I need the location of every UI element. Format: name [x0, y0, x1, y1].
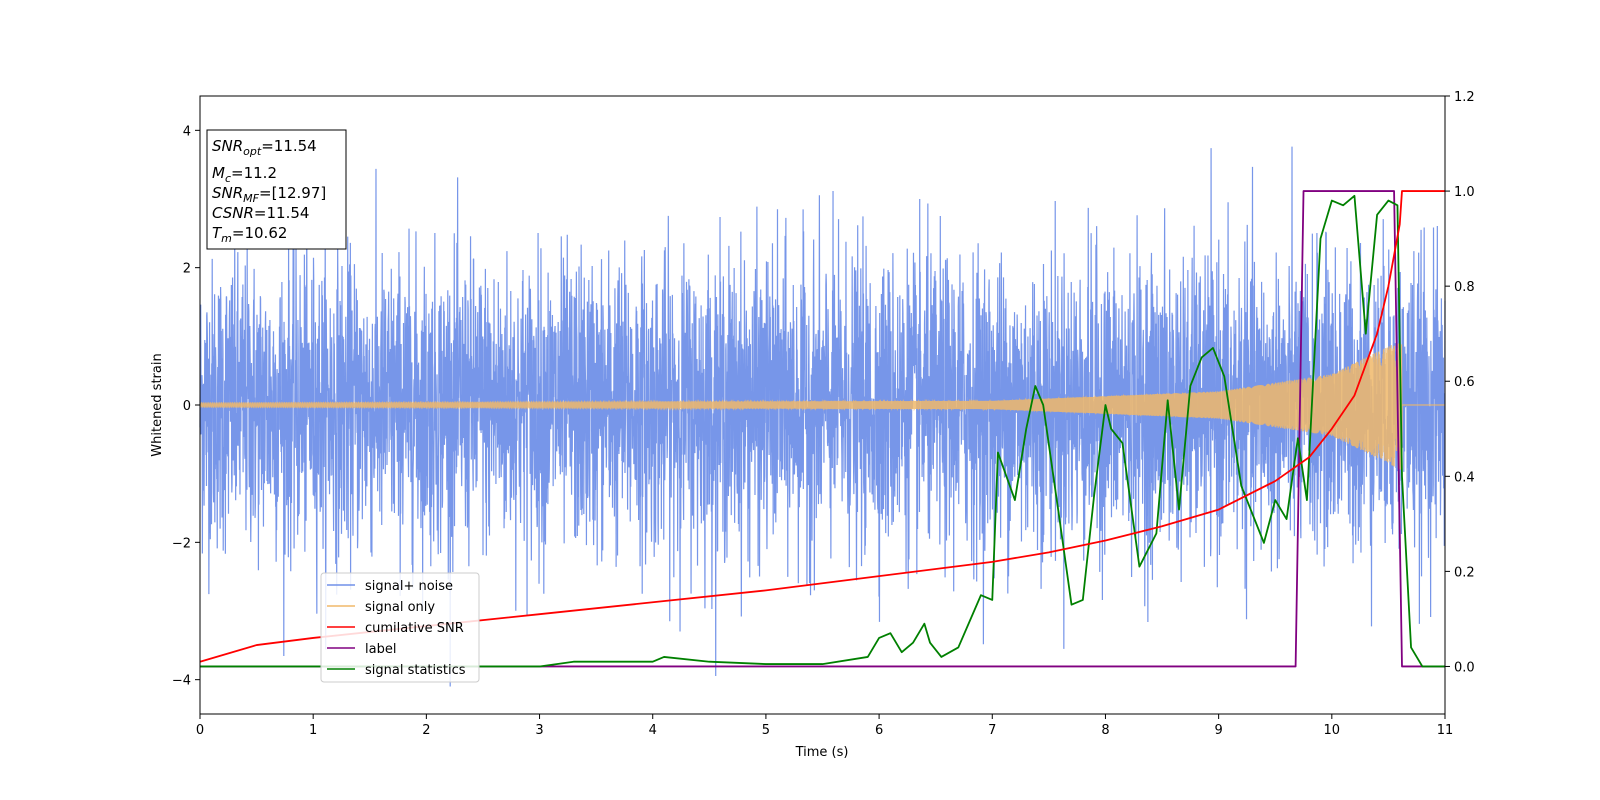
series-label-line: [200, 190, 1445, 668]
legend-label-signal-only: signal only: [365, 600, 435, 615]
info-box: SNRopt=11.54 Mc=11.2 SNRMF=[12.97] CSNR=…: [206, 129, 347, 250]
legend-item-signal-statistics: signal statistics: [327, 663, 466, 678]
y-right-tick-label: 1.2: [1454, 90, 1475, 105]
x-tick-label: 4: [649, 723, 657, 738]
legend-label-signal-noise: signal+ noise: [365, 579, 453, 594]
legend-item-signal-only: signal only: [327, 600, 435, 615]
legend-item-cumilative-snr: cumilative SNR: [327, 621, 464, 636]
series-layer: [199, 146, 1446, 687]
legend-item-signal-noise: signal+ noise: [327, 579, 453, 594]
x-axis: 0 1 2 3 4 5 6 7 8 9 10 11: [196, 714, 1453, 738]
x-tick-label: 9: [1214, 723, 1222, 738]
y-left-tick-label: −4: [172, 674, 191, 689]
x-tick-label: 1: [309, 723, 317, 738]
legend-label-signal-statistics: signal statistics: [365, 663, 466, 678]
y-right-tick-label: 0.0: [1454, 660, 1475, 675]
info-mc: Mc=11.2: [212, 164, 277, 185]
x-tick-label: 5: [762, 723, 770, 738]
series-signal-statistics-line: [200, 194, 1445, 668]
series-cumilative-snr-line: [199, 190, 1445, 663]
y-left-tick-label: −2: [172, 536, 191, 551]
x-tick-label: 7: [988, 723, 996, 738]
y-axis-left: −4 −2 0 2 4: [172, 124, 200, 689]
legend-frame: [320, 572, 480, 683]
info-box-frame: [206, 129, 347, 250]
info-snr-mf: SNRMF=[12.97]: [212, 184, 326, 205]
legend-item-label: label: [327, 642, 396, 657]
x-tick-label: 3: [535, 723, 543, 738]
y-left-tick-label: 2: [183, 262, 191, 277]
y-left-tick-label: 0: [183, 399, 191, 414]
y-axis-right: 0.0 0.2 0.4 0.6 0.8 1.0 1.2: [1445, 90, 1475, 675]
y-axis-label: Whitened strain: [150, 353, 165, 456]
x-axis-label: Time (s): [795, 745, 849, 760]
legend-label-cumilative-snr: cumilative SNR: [365, 621, 464, 636]
y-right-tick-label: 0.4: [1454, 470, 1475, 485]
legend-label-label: label: [365, 642, 396, 657]
y-right-tick-label: 0.6: [1454, 375, 1475, 390]
x-tick-label: 6: [875, 723, 883, 738]
x-tick-label: 11: [1437, 723, 1454, 738]
y-right-tick-label: 0.8: [1454, 280, 1475, 295]
legend: signal+ noise signal only cumilative SNR…: [320, 572, 480, 683]
x-tick-label: 8: [1101, 723, 1109, 738]
info-tm: Tm=10.62: [212, 224, 287, 245]
info-csnr: CSNR=11.54: [212, 204, 309, 222]
x-tick-label: 10: [1324, 723, 1341, 738]
y-right-tick-label: 0.2: [1454, 565, 1475, 580]
info-snr-opt: SNRopt=11.54: [212, 137, 317, 158]
y-right-tick-label: 1.0: [1454, 185, 1475, 200]
x-tick-label: 2: [422, 723, 430, 738]
series-signal-only-line: [199, 343, 1445, 470]
x-tick-label: 0: [196, 723, 204, 738]
y-left-tick-label: 4: [183, 124, 191, 139]
